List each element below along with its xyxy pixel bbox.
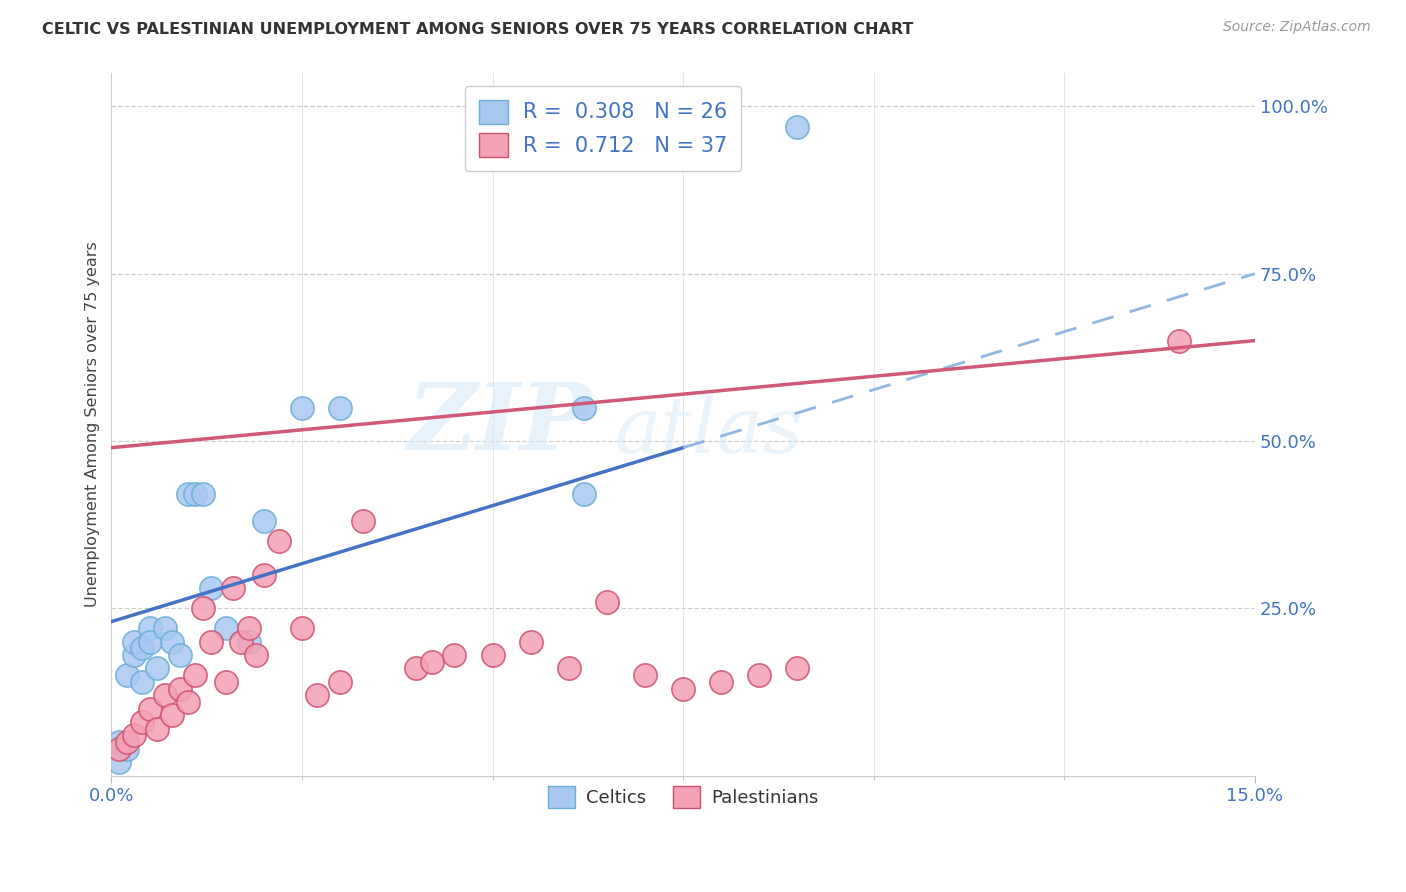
Point: [672, 681, 695, 696]
Point: [131, 641, 153, 656]
Point: [138, 621, 160, 635]
Point: [238, 634, 260, 648]
Point: [124, 634, 146, 648]
Point: [558, 661, 581, 675]
Point: [634, 668, 657, 682]
Point: [519, 634, 541, 648]
Point: [420, 655, 443, 669]
Point: [108, 741, 131, 756]
Point: [162, 634, 184, 648]
Point: [124, 728, 146, 742]
Point: [307, 688, 329, 702]
Point: [131, 674, 153, 689]
Point: [291, 621, 314, 635]
Point: [169, 681, 191, 696]
Text: Source: ZipAtlas.com: Source: ZipAtlas.com: [1223, 20, 1371, 34]
Point: [329, 674, 352, 689]
Point: [786, 120, 808, 134]
Point: [115, 668, 138, 682]
Legend: Celtics, Palestinians: Celtics, Palestinians: [541, 780, 825, 815]
Point: [108, 755, 131, 769]
Text: atlas: atlas: [614, 393, 803, 469]
Point: [253, 514, 276, 528]
Point: [108, 735, 131, 749]
Point: [184, 668, 207, 682]
Point: [443, 648, 465, 662]
Point: [176, 487, 198, 501]
Point: [596, 594, 619, 608]
Point: [1167, 334, 1189, 348]
Text: ZIP: ZIP: [408, 379, 592, 469]
Point: [481, 648, 503, 662]
Point: [329, 401, 352, 415]
Point: [153, 688, 176, 702]
Y-axis label: Unemployment Among Seniors over 75 years: Unemployment Among Seniors over 75 years: [86, 242, 100, 607]
Point: [200, 581, 222, 595]
Point: [229, 634, 252, 648]
Point: [215, 674, 238, 689]
Point: [245, 648, 267, 662]
Point: [169, 648, 191, 662]
Point: [710, 674, 733, 689]
Point: [191, 601, 214, 615]
Point: [115, 741, 138, 756]
Point: [269, 534, 291, 549]
Point: [138, 701, 160, 715]
Point: [131, 714, 153, 729]
Point: [124, 648, 146, 662]
Point: [786, 661, 808, 675]
Point: [176, 695, 198, 709]
Point: [572, 487, 595, 501]
Point: [146, 722, 169, 736]
Text: CELTIC VS PALESTINIAN UNEMPLOYMENT AMONG SENIORS OVER 75 YEARS CORRELATION CHART: CELTIC VS PALESTINIAN UNEMPLOYMENT AMONG…: [42, 22, 914, 37]
Point: [162, 708, 184, 723]
Point: [138, 634, 160, 648]
Point: [748, 668, 770, 682]
Point: [115, 735, 138, 749]
Point: [222, 581, 245, 595]
Point: [215, 621, 238, 635]
Point: [200, 634, 222, 648]
Point: [352, 514, 374, 528]
Point: [238, 621, 260, 635]
Point: [153, 621, 176, 635]
Point: [191, 487, 214, 501]
Point: [253, 567, 276, 582]
Point: [405, 661, 427, 675]
Point: [184, 487, 207, 501]
Point: [146, 661, 169, 675]
Point: [291, 401, 314, 415]
Point: [572, 401, 595, 415]
